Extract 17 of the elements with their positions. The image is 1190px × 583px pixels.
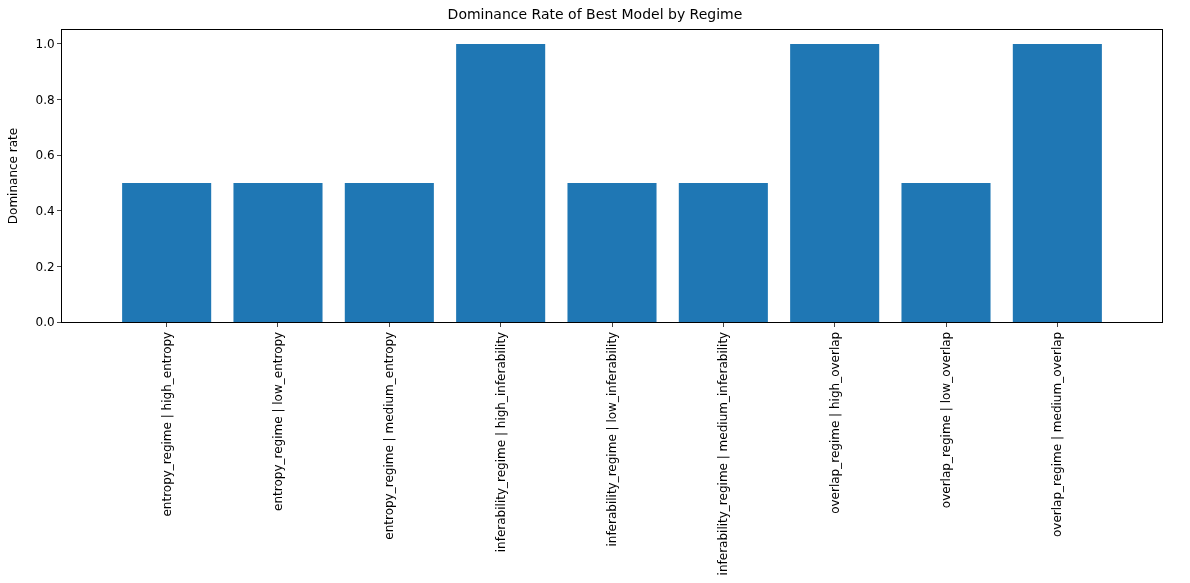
x-tick-label: inferability_regime | high_inferability xyxy=(493,331,508,553)
y-axis-title: Dominance rate xyxy=(5,127,20,225)
y-tick-label: 0.8 xyxy=(35,92,55,107)
x-tick-label: entropy_regime | low_entropy xyxy=(270,331,285,511)
x-tick-label: overlap_regime | low_overlap xyxy=(938,331,953,509)
x-tick-label: overlap_regime | high_overlap xyxy=(827,331,842,514)
x-tick-label: overlap_regime | medium_overlap xyxy=(1050,331,1065,537)
x-tick-label: entropy_regime | medium_entropy xyxy=(382,331,397,540)
x-tick-label: entropy_regime | high_entropy xyxy=(159,331,174,517)
y-tick-label: 0.6 xyxy=(35,148,55,163)
y-tick-label: 1.0 xyxy=(35,37,55,52)
y-tick-label: 0.2 xyxy=(35,259,55,274)
y-tick-label: 0.4 xyxy=(35,203,55,218)
x-tick-label: inferability_regime | medium_inferability xyxy=(716,331,731,576)
x-tick-label: inferability_regime | low_inferability xyxy=(604,331,619,547)
y-tick-label: 0.0 xyxy=(35,315,55,330)
chart-title: Dominance Rate of Best Model by Regime xyxy=(447,5,743,22)
